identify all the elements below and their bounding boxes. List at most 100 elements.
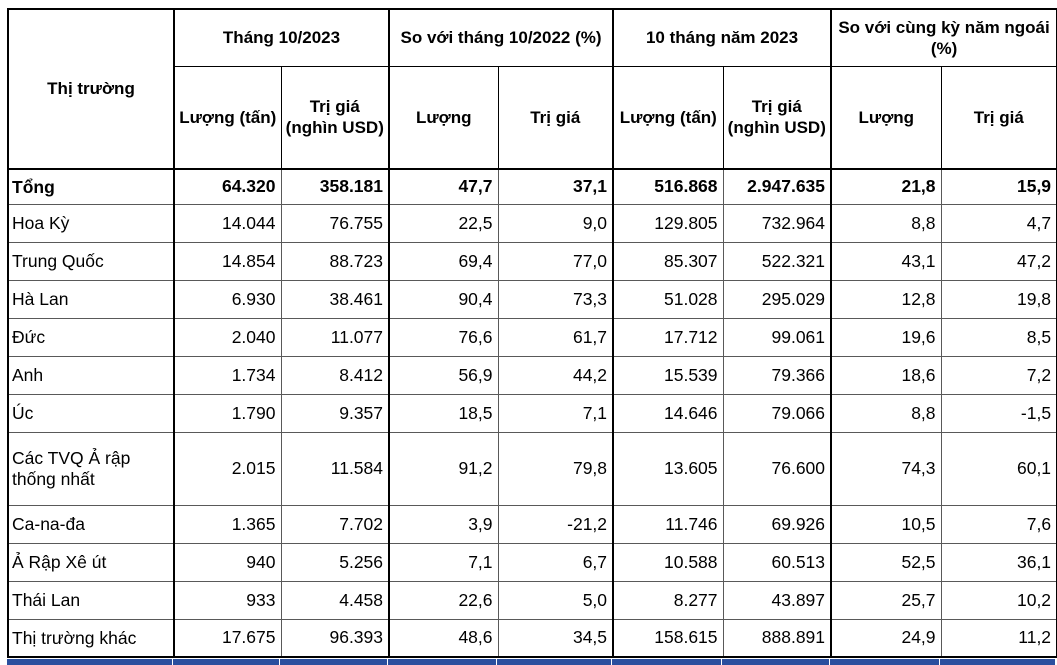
value-cell: 15.539: [612, 355, 724, 395]
value-cell: 79.366: [722, 355, 832, 395]
value-cell: 21,8: [830, 168, 942, 205]
value-cell: 732.964: [722, 203, 832, 243]
value-cell: 36,1: [940, 542, 1057, 582]
value-cell: 1.365: [173, 504, 282, 544]
value-cell: 79,8: [497, 431, 614, 506]
next-row-segment: [7, 659, 172, 665]
value-cell: 7,6: [940, 504, 1057, 544]
market-cell: Hoa Kỳ: [7, 203, 175, 243]
value-cell: 10,2: [940, 580, 1057, 620]
value-cell: -21,2: [497, 504, 614, 544]
value-cell: 17.712: [612, 317, 724, 357]
value-cell: 295.029: [722, 279, 832, 319]
value-cell: 73,3: [497, 279, 614, 319]
value-cell: 10,5: [830, 504, 942, 544]
value-cell: 2.947.635: [722, 168, 832, 205]
column-header-volume-yoy: Lượng: [830, 65, 942, 170]
value-cell: 129.805: [612, 203, 724, 243]
value-cell: 11.746: [612, 504, 724, 544]
value-cell: 1.790: [173, 393, 282, 433]
value-cell: 47,2: [940, 241, 1057, 281]
value-cell: 9,0: [497, 203, 614, 243]
value-cell: 8.412: [280, 355, 390, 395]
table-row: Trung Quốc 14.854 88.723 69,4 77,0 85.307 522.…: [7, 241, 1057, 281]
value-cell: 99.061: [722, 317, 832, 357]
value-cell: -1,5: [940, 393, 1057, 433]
value-cell: 2.015: [173, 431, 282, 506]
column-group-ytd: 10 tháng năm 2023: [612, 8, 832, 67]
value-cell: 8,8: [830, 203, 942, 243]
value-cell: 17.675: [173, 618, 282, 658]
value-cell: 4.458: [280, 580, 390, 620]
market-cell: Thái Lan: [7, 580, 175, 620]
value-cell: 19,8: [940, 279, 1057, 319]
market-cell: Đức: [7, 317, 175, 357]
table-body: Tổng 64.320 358.181 47,7 37,1 516.868 2.947.63…: [7, 168, 1057, 658]
value-cell: 56,9: [388, 355, 499, 395]
value-cell: 158.615: [612, 618, 724, 658]
value-cell: 933: [173, 580, 282, 620]
value-cell: 38.461: [280, 279, 390, 319]
value-cell: 60,1: [940, 431, 1057, 506]
column-header-value-month: Trị giá (nghìn USD): [280, 65, 390, 170]
value-cell: 43.897: [722, 580, 832, 620]
market-cell: Thị trường khác: [7, 618, 175, 658]
value-cell: 52,5: [830, 542, 942, 582]
value-cell: 4,7: [940, 203, 1057, 243]
value-cell: 19,6: [830, 317, 942, 357]
value-cell: 940: [173, 542, 282, 582]
next-row-segment: [612, 659, 721, 665]
value-cell: 8,8: [830, 393, 942, 433]
value-cell: 76.755: [280, 203, 390, 243]
value-cell: 9.357: [280, 393, 390, 433]
market-cell: Ca-na-đa: [7, 504, 175, 544]
value-cell: 22,5: [388, 203, 499, 243]
table-row: Hoa Kỳ 14.044 76.755 22,5 9,0 129.805 732.964 8…: [7, 203, 1057, 243]
table-row: Các TVQ Ả rập thống nhất 2.015 11.584 91,2 7…: [7, 431, 1057, 506]
value-cell: 13.605: [612, 431, 724, 506]
next-row-segment: [388, 659, 496, 665]
value-cell: 44,2: [497, 355, 614, 395]
value-cell: 24,9: [830, 618, 942, 658]
value-cell: 69.926: [722, 504, 832, 544]
market-cell: Trung Quốc: [7, 241, 175, 281]
value-cell: 77,0: [497, 241, 614, 281]
value-cell: 51.028: [612, 279, 724, 319]
table-row: Ca-na-đa 1.365 7.702 3,9 -21,2 11.746 69.926 10…: [7, 504, 1057, 544]
value-cell: 15,9: [940, 168, 1057, 205]
trade-table: Thị trường Tháng 10/2023 So với tháng 10…: [7, 8, 1057, 658]
market-cell: Hà Lan: [7, 279, 175, 319]
market-cell: Các TVQ Ả rập thống nhất: [7, 431, 175, 506]
value-cell: 12,8: [830, 279, 942, 319]
market-cell: Ả Rập Xê út: [7, 542, 175, 582]
value-cell: 64.320: [173, 168, 282, 205]
value-cell: 522.321: [722, 241, 832, 281]
value-cell: 7,2: [940, 355, 1057, 395]
next-row-segment: [280, 659, 387, 665]
value-cell: 34,5: [497, 618, 614, 658]
market-cell: Tổng: [7, 168, 175, 205]
table-row: Tổng 64.320 358.181 47,7 37,1 516.868 2.947.63…: [7, 168, 1057, 205]
table-row: Thái Lan 933 4.458 22,6 5,0 8.277 43.897 25,7 10…: [7, 580, 1057, 620]
table-row: Hà Lan 6.930 38.461 90,4 73,3 51.028 295.029 12…: [7, 279, 1057, 319]
table-row: Anh 1.734 8.412 56,9 44,2 15.539 79.366 18,6 7,2: [7, 355, 1057, 395]
value-cell: 5.256: [280, 542, 390, 582]
column-group-vs-ytd: So với cùng kỳ năm ngoái (%): [830, 8, 1057, 67]
table-header: Thị trường Tháng 10/2023 So với tháng 10…: [7, 8, 1057, 170]
column-header-value-vs: Trị giá: [497, 65, 614, 170]
column-group-vs-month: So với tháng 10/2022 (%): [388, 8, 614, 67]
value-cell: 8,5: [940, 317, 1057, 357]
column-header-value-ytd: Trị giá (nghìn USD): [722, 65, 832, 170]
value-cell: 11.077: [280, 317, 390, 357]
value-cell: 60.513: [722, 542, 832, 582]
next-row-segment: [722, 659, 829, 665]
value-cell: 8.277: [612, 580, 724, 620]
value-cell: 5,0: [497, 580, 614, 620]
value-cell: 91,2: [388, 431, 499, 506]
value-cell: 43,1: [830, 241, 942, 281]
next-row-partial: [7, 659, 1056, 665]
value-cell: 18,5: [388, 393, 499, 433]
value-cell: 25,7: [830, 580, 942, 620]
value-cell: 22,6: [388, 580, 499, 620]
value-cell: 11,2: [940, 618, 1057, 658]
